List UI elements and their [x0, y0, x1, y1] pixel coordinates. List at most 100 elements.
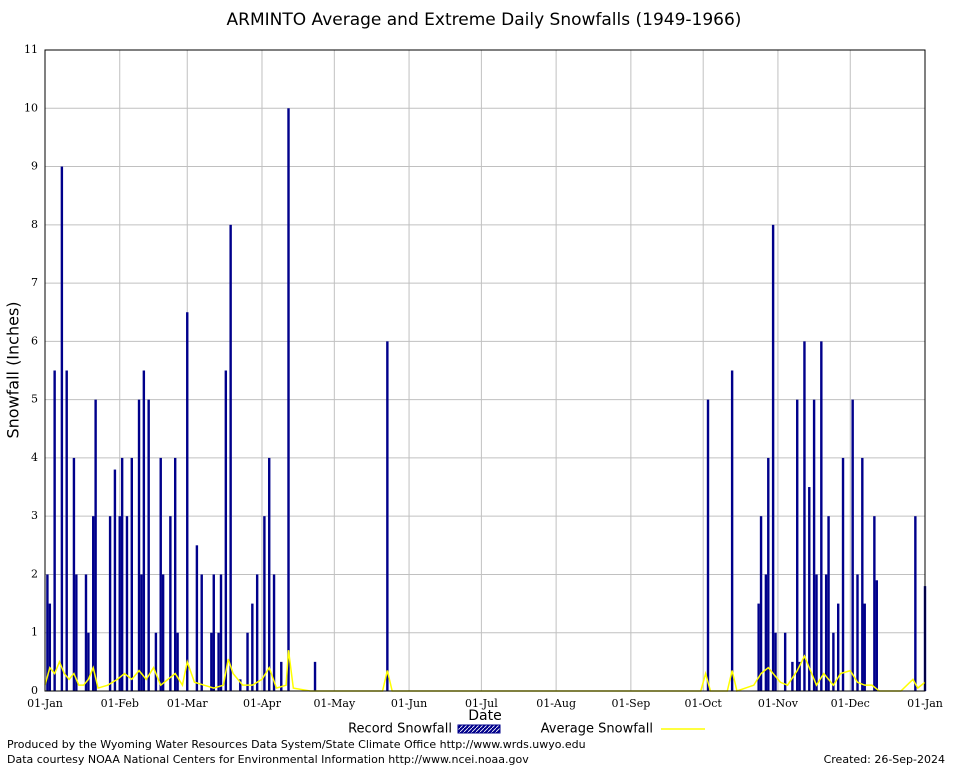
legend-label: Record Snowfall — [348, 722, 452, 737]
bar — [827, 516, 830, 691]
bar — [771, 224, 775, 691]
y-tick-label: 8 — [31, 218, 38, 231]
bar — [824, 574, 828, 691]
bar — [212, 574, 215, 691]
bar — [48, 603, 52, 691]
bar — [255, 574, 259, 691]
bar — [251, 603, 254, 691]
bar — [863, 603, 866, 691]
bar — [280, 661, 283, 691]
bar — [313, 661, 317, 691]
bar — [263, 516, 266, 691]
bar — [837, 603, 840, 691]
bar — [856, 574, 859, 691]
x-axis-label: Date — [468, 708, 501, 724]
bar — [176, 632, 179, 691]
bar — [159, 457, 162, 691]
bar — [224, 370, 228, 691]
bar — [125, 516, 129, 691]
bar — [169, 516, 172, 691]
bar — [92, 516, 95, 691]
bar — [113, 469, 117, 691]
bar — [217, 632, 220, 691]
bar — [757, 603, 760, 691]
y-tick-label: 9 — [31, 160, 38, 173]
bar — [219, 574, 223, 691]
bar — [87, 632, 90, 691]
bar — [861, 457, 864, 691]
bar — [154, 632, 158, 691]
bar — [118, 516, 121, 691]
bar — [161, 574, 165, 691]
x-tick-label: 01-Nov — [758, 697, 799, 710]
bar — [759, 516, 763, 691]
bar — [783, 632, 787, 691]
bar — [730, 370, 734, 691]
legend-label: Average Snowfall — [541, 722, 653, 737]
bar — [186, 312, 189, 691]
y-tick-label: 5 — [31, 393, 38, 406]
bar — [873, 516, 876, 691]
bar — [53, 370, 56, 691]
average-line — [44, 650, 926, 692]
bar — [239, 679, 242, 691]
bar — [832, 632, 835, 691]
bar — [246, 632, 249, 691]
bar — [210, 632, 213, 691]
x-tick-label: 01-Dec — [831, 697, 870, 710]
y-tick-label: 0 — [31, 684, 38, 697]
x-tick-label: 01-Jul — [465, 697, 498, 710]
bar — [851, 399, 854, 691]
y-tick-label: 6 — [31, 334, 38, 347]
bar — [875, 580, 878, 691]
x-tick-label: 01-May — [313, 697, 356, 710]
bar — [195, 545, 199, 691]
bar — [767, 457, 770, 691]
bar — [229, 224, 232, 691]
x-tick-label: 01-Aug — [536, 697, 576, 710]
y-tick-label: 11 — [24, 43, 38, 56]
plot-background — [45, 50, 925, 691]
x-tick-label: 01-Oct — [685, 697, 723, 710]
bar — [137, 399, 141, 691]
bar — [60, 166, 64, 691]
bar — [94, 399, 97, 691]
bar — [173, 457, 177, 691]
bar — [815, 574, 818, 691]
bar — [142, 370, 146, 691]
bar — [812, 399, 816, 691]
bar — [764, 574, 768, 691]
plot-frame — [44, 49, 926, 692]
bar — [140, 574, 143, 691]
bar — [803, 341, 806, 691]
created-date: Created: 26-Sep-2024 — [824, 753, 945, 766]
bar — [386, 341, 389, 691]
bar — [46, 574, 49, 691]
bar — [75, 574, 78, 691]
bar — [147, 399, 150, 691]
bar — [72, 457, 76, 691]
bar — [120, 457, 124, 691]
chart-title: ARMINTO Average and Extreme Daily Snowfa… — [227, 10, 742, 30]
y-tick-label: 10 — [24, 101, 38, 114]
bar — [791, 661, 794, 691]
x-tick-label: 01-Jan — [27, 697, 63, 710]
legend-swatch — [457, 724, 501, 734]
x-tick-label: 01-Jun — [391, 697, 427, 710]
bar — [774, 632, 777, 691]
bar — [108, 516, 112, 691]
y-tick-label: 4 — [31, 451, 38, 464]
bar — [287, 108, 290, 692]
bar — [65, 370, 68, 691]
y-tick-label: 2 — [31, 567, 38, 580]
y-axis-label: Snowfall (Inches) — [4, 301, 23, 438]
x-tick-label: 01-Mar — [167, 697, 209, 710]
bar — [268, 457, 271, 691]
bar — [796, 399, 799, 691]
bar — [808, 487, 811, 691]
bar — [272, 574, 276, 691]
x-tick-label: 01-Feb — [101, 697, 139, 710]
bar — [706, 399, 710, 691]
bar — [84, 574, 88, 691]
